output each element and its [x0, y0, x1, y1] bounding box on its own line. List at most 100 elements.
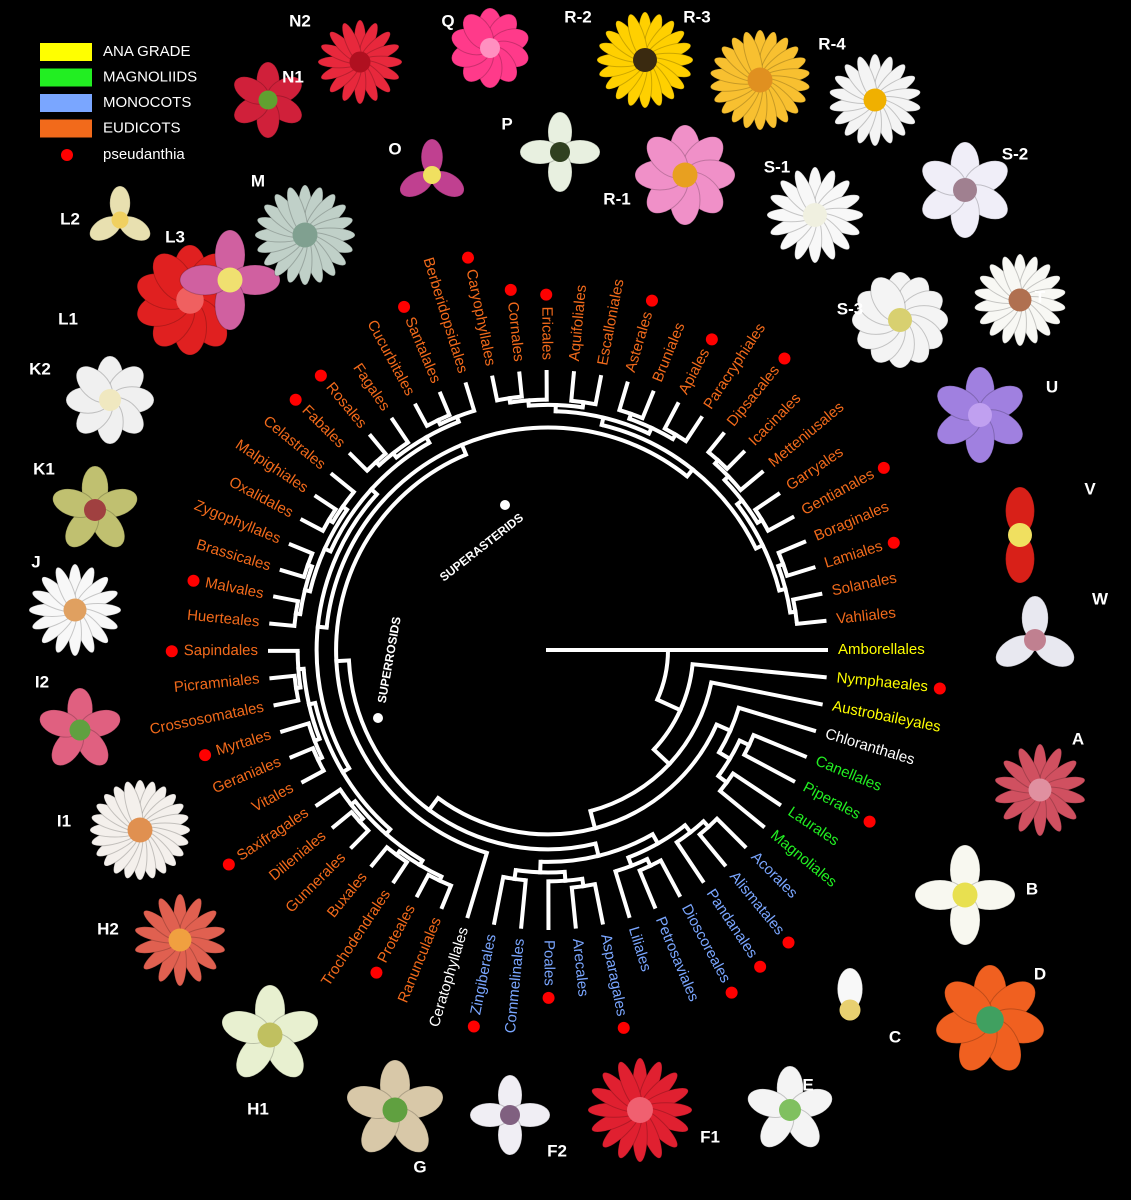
- flower-photo: [469, 1074, 551, 1156]
- branch: [592, 881, 605, 925]
- branch: [512, 867, 519, 882]
- branch: [435, 417, 443, 427]
- flower-label: R-4: [818, 34, 846, 53]
- flower-center: [672, 162, 698, 188]
- branch: [654, 696, 683, 713]
- branch: [716, 749, 733, 762]
- pseudanthia-dot: [782, 936, 795, 949]
- flower-photo: [1005, 486, 1035, 584]
- order-label: Cornales: [504, 301, 527, 362]
- branch: [651, 746, 673, 767]
- branch: [683, 415, 704, 444]
- flower-label: I2: [35, 672, 49, 691]
- branch: [724, 449, 747, 472]
- branch: [463, 381, 477, 414]
- branch: [269, 621, 297, 629]
- flower-label: N2: [289, 11, 311, 30]
- branch: [330, 809, 355, 830]
- flower-photo: [829, 53, 921, 147]
- flower-photos: N2 N1 Q R-2 R-3 R-4 O P R-1 S-1 S-2 S-3 T U V W A B C D E F1 F…: [28, 7, 1109, 1176]
- flower-label: L3: [165, 227, 185, 246]
- flower-photo: [134, 893, 226, 987]
- pseudanthia-dot: [199, 749, 212, 762]
- pseudanthia-dot: [617, 1021, 630, 1034]
- pseudanthia-dot: [398, 300, 411, 313]
- branch: [682, 822, 694, 836]
- legend-label: pseudanthia: [103, 146, 185, 163]
- branch: [300, 768, 327, 785]
- branch: [279, 720, 312, 734]
- branch: [644, 856, 654, 869]
- flower-label: U: [1046, 377, 1058, 396]
- branch: [423, 434, 433, 446]
- flower-center: [69, 719, 91, 741]
- branch: [389, 416, 411, 446]
- flower-photo: [519, 111, 601, 193]
- flower-photo: [995, 595, 1075, 668]
- branch: [658, 857, 683, 898]
- branch: [794, 618, 827, 627]
- branch: [465, 850, 490, 919]
- flower-photo: [709, 29, 811, 131]
- flower-center: [258, 90, 278, 110]
- flower-center: [480, 38, 500, 58]
- branch: [736, 705, 817, 734]
- flower-center: [99, 389, 121, 411]
- branch: [790, 591, 823, 602]
- flower-center: [111, 211, 129, 229]
- branch: [334, 658, 352, 664]
- flower-center: [500, 1105, 520, 1125]
- flower-center: [627, 1097, 653, 1123]
- flower-center: [863, 88, 887, 112]
- branch: [637, 867, 658, 910]
- flower-center: [976, 1006, 1004, 1034]
- branch: [393, 848, 403, 858]
- flower-label: E: [802, 1075, 813, 1094]
- pseudanthia-dot: [370, 966, 383, 979]
- flower-center: [349, 51, 371, 73]
- flower-center: [1028, 778, 1052, 802]
- pseudanthia-dot: [462, 251, 475, 264]
- branch: [313, 493, 339, 513]
- flower-photo: [936, 366, 1024, 464]
- branch: [736, 737, 752, 748]
- flower-center: [550, 142, 570, 162]
- pseudanthia-dot: [165, 645, 178, 658]
- branch: [562, 869, 568, 883]
- branch: [391, 859, 410, 885]
- branch: [655, 649, 670, 701]
- flower-photo: [179, 229, 281, 331]
- branch: [612, 868, 632, 919]
- flower-center: [63, 598, 87, 622]
- flower-center: [952, 882, 978, 908]
- pseudanthia-dot: [645, 294, 658, 307]
- flower-label: H1: [247, 1099, 269, 1118]
- branch: [339, 503, 350, 513]
- flower-photo: [974, 253, 1066, 347]
- flower-center: [803, 203, 827, 227]
- flower-photo: [254, 184, 356, 286]
- branch: [302, 587, 313, 594]
- branch: [437, 391, 453, 418]
- pseudanthia-dot: [754, 960, 767, 973]
- branch: [383, 826, 394, 837]
- pseudanthia-dot: [467, 1020, 480, 1033]
- branch: [356, 815, 366, 825]
- legend: ANA GRADE MAGNOLIIDS MONOCOTS EUDICOTS pseud…: [40, 43, 197, 163]
- branch: [454, 414, 462, 425]
- legend-label: EUDICOTS: [103, 119, 181, 136]
- branch: [696, 831, 728, 868]
- flower-center: [292, 222, 318, 248]
- flower-label: L2: [60, 209, 80, 228]
- flower-label: S-3: [837, 299, 863, 318]
- branch: [305, 562, 315, 570]
- branch: [369, 844, 390, 869]
- flower-label: G: [413, 1157, 426, 1176]
- branch: [765, 514, 796, 534]
- flower-photo: [28, 563, 122, 657]
- branch: [349, 827, 372, 850]
- flower-photo: [921, 141, 1009, 239]
- flower-photo: [89, 185, 151, 242]
- flower-photo: [994, 743, 1086, 837]
